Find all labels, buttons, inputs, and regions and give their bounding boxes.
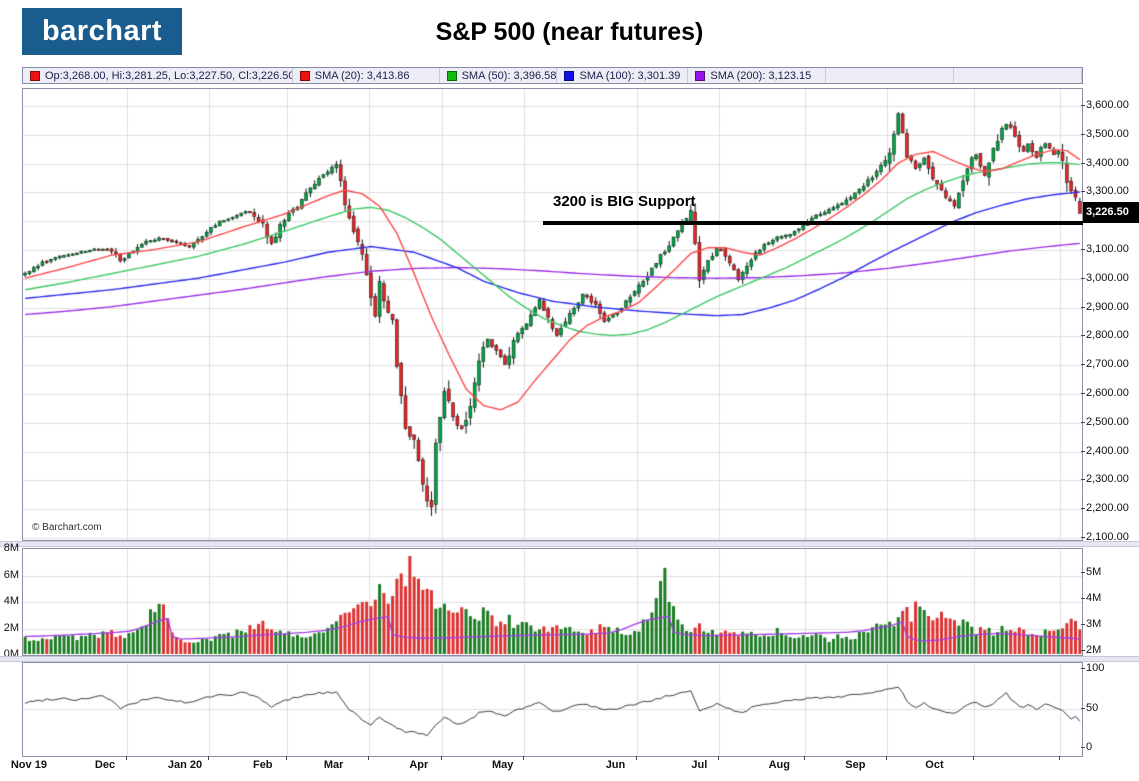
legend-empty-cell xyxy=(826,68,955,83)
rsi-chart-canvas xyxy=(23,663,1082,756)
price-tick-label: 2,600.00 xyxy=(1081,387,1138,400)
volume-left-tick-label: 2M xyxy=(3,621,19,634)
legend-color-swatch xyxy=(695,70,706,81)
price-tick-label: 2,200.00 xyxy=(1081,502,1138,515)
open-interest-tick-label: 3M xyxy=(1081,618,1138,631)
price-tick-label: 2,700.00 xyxy=(1081,358,1138,371)
time-axis-tick xyxy=(208,756,209,760)
panel-splitter-1[interactable] xyxy=(0,541,1139,547)
support-line xyxy=(543,221,1083,225)
time-axis-tick xyxy=(441,756,442,760)
price-tick-label: 2,500.00 xyxy=(1081,416,1138,429)
month-label: Nov 19 xyxy=(10,759,47,771)
panel-splitter-2[interactable] xyxy=(0,656,1139,662)
legend-label: SMA (20): 3,413.86 xyxy=(314,69,410,82)
legend-color-swatch xyxy=(564,70,575,81)
open-interest-tick-label: 4M xyxy=(1081,592,1138,605)
page-title: S&P 500 (near futures) xyxy=(435,18,704,46)
time-axis-tick xyxy=(368,756,369,760)
legend-item: Op:3,268.00, Hi:3,281.25, Lo:3,227.50, C… xyxy=(23,68,293,83)
legend-item: SMA (100): 3,301.39 xyxy=(557,68,689,83)
month-label: Apr xyxy=(409,759,429,771)
rsi-tick-label: 50 xyxy=(1081,702,1138,715)
legend-label: Op:3,268.00, Hi:3,281.25, Lo:3,227.50, C… xyxy=(45,69,293,82)
month-label: Jan 20 xyxy=(167,759,203,771)
time-axis-tick xyxy=(718,756,719,760)
price-tick-label: 3,400.00 xyxy=(1081,157,1138,170)
price-tick-label: 3,300.00 xyxy=(1081,185,1138,198)
price-tick-label: 2,800.00 xyxy=(1081,329,1138,342)
volume-left-tick-label: 4M xyxy=(3,595,19,607)
month-label: Mar xyxy=(323,759,344,771)
price-tick-label: 3,100.00 xyxy=(1081,243,1138,256)
month-label: May xyxy=(491,759,514,771)
legend-empty-cell xyxy=(954,68,1082,83)
time-axis-tick xyxy=(523,756,524,760)
rsi-tick-label: 100 xyxy=(1081,662,1138,675)
time-axis-tick xyxy=(1059,756,1060,760)
month-label: Jul xyxy=(691,759,708,771)
month-label: Dec xyxy=(94,759,116,771)
rsi-tick-label: 0 xyxy=(1081,741,1138,754)
price-tick-label: 2,900.00 xyxy=(1081,301,1138,314)
month-label: Feb xyxy=(252,759,273,771)
price-tick-label: 2,100.00 xyxy=(1081,531,1138,544)
last-price-tag: 3,226.50 xyxy=(1083,202,1139,223)
price-tick-label: 3,600.00 xyxy=(1081,99,1138,112)
legend-color-swatch xyxy=(446,70,457,81)
legend-color-swatch xyxy=(299,70,310,81)
month-label: Jun xyxy=(605,759,626,771)
price-legend-bar: Op:3,268.00, Hi:3,281.25, Lo:3,227.50, C… xyxy=(22,67,1083,84)
legend-color-swatch xyxy=(30,70,40,81)
time-axis-tick xyxy=(804,756,805,760)
copyright-watermark: © Barchart.com xyxy=(32,522,102,533)
rsi-panel xyxy=(22,662,1083,757)
legend-label: SMA (100): 3,301.39 xyxy=(579,69,681,82)
price-tick-label: 3,500.00 xyxy=(1081,128,1138,141)
legend-item: SMA (200): 3,123.15 xyxy=(688,68,827,83)
time-axis-tick xyxy=(886,756,887,760)
legend-item: SMA (50): 3,396.58 xyxy=(440,68,558,83)
legend-label: SMA (50): 3,396.58 xyxy=(461,69,557,82)
time-axis-tick xyxy=(636,756,637,760)
open-interest-tick-label: 5M xyxy=(1081,566,1138,579)
time-axis-tick xyxy=(126,756,127,760)
month-label: Sep xyxy=(845,759,866,771)
time-axis-tick xyxy=(286,756,287,760)
month-label: Aug xyxy=(768,759,790,771)
volume-panel xyxy=(22,548,1083,656)
price-tick-label: 2,400.00 xyxy=(1081,445,1138,458)
price-tick-label: 2,300.00 xyxy=(1081,473,1138,486)
candlestick-chart-canvas xyxy=(23,89,1082,540)
legend-item: SMA (20): 3,413.86 xyxy=(293,68,440,83)
time-axis-tick xyxy=(973,756,974,760)
barchart-logo: barchart xyxy=(22,8,182,55)
volume-chart-canvas xyxy=(23,549,1082,655)
price-tick-label: 3,000.00 xyxy=(1081,272,1138,285)
open-interest-tick-label: 2M xyxy=(1081,644,1138,657)
support-annotation: 3200 is BIG Support xyxy=(553,193,696,210)
month-label: Oct xyxy=(925,759,944,771)
volume-left-tick-label: 8M xyxy=(3,542,19,554)
legend-label: SMA (200): 3,123.15 xyxy=(710,69,812,82)
volume-left-tick-label: 6M xyxy=(3,568,19,581)
price-chart-panel xyxy=(22,88,1083,541)
